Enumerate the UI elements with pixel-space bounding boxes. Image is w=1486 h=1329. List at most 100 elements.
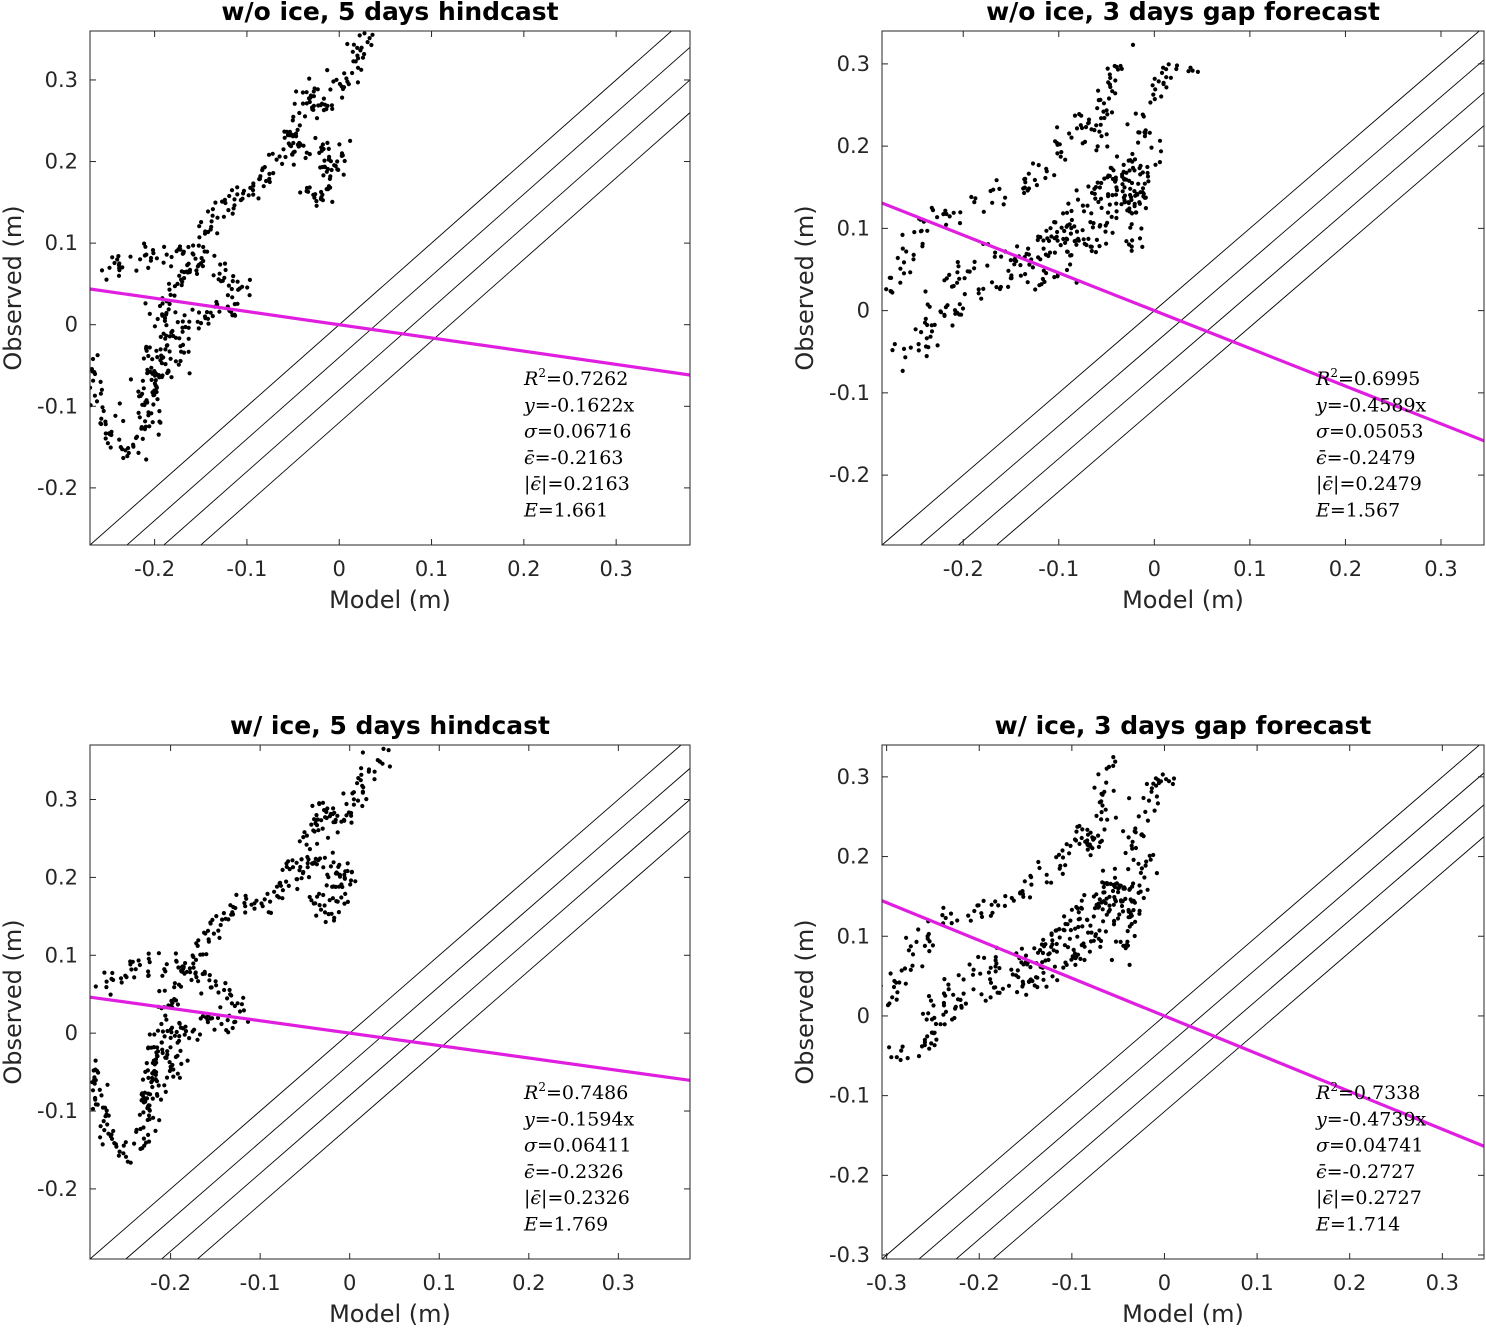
scatter-point xyxy=(143,301,148,306)
scatter-point xyxy=(147,1108,152,1113)
scatter-point xyxy=(1006,284,1011,289)
scatter-point xyxy=(280,867,285,873)
scatter-point xyxy=(314,813,319,818)
scatter-point xyxy=(218,922,223,928)
scatter-point xyxy=(158,347,163,352)
stat-value: =-0.1594x xyxy=(535,1108,635,1130)
scatter-point xyxy=(351,797,356,802)
scatter-point xyxy=(230,279,235,284)
scatter-point xyxy=(169,330,174,335)
scatter-point xyxy=(223,200,228,206)
scatter-point xyxy=(887,275,892,280)
scatter-point xyxy=(211,273,216,278)
scatter-point xyxy=(154,1079,160,1084)
scatter-point xyxy=(216,990,221,995)
scatter-point xyxy=(994,961,999,966)
scatter-point xyxy=(999,254,1004,259)
scatter-point xyxy=(198,952,203,957)
scatter-point xyxy=(901,346,907,351)
stat-value: =0.7262 xyxy=(546,368,628,390)
scatter-point xyxy=(925,322,930,328)
scatter-point xyxy=(172,985,177,990)
scatter-point xyxy=(160,1029,165,1034)
scatter-point xyxy=(151,1069,156,1074)
stat-value: =0.05053 xyxy=(1329,421,1424,443)
scatter-point xyxy=(141,1125,146,1130)
scatter-point xyxy=(898,1057,903,1063)
reference-line-1 xyxy=(90,745,682,1259)
scatter-point xyxy=(97,1087,102,1092)
reference-line-1 xyxy=(882,31,1480,545)
scatter-point xyxy=(1115,916,1121,921)
scatter-point xyxy=(1113,91,1118,96)
scatter-point xyxy=(197,224,202,229)
scatter-point xyxy=(156,432,161,437)
scatter-point xyxy=(1166,779,1172,784)
scatter-point xyxy=(144,348,149,353)
scatter-point xyxy=(202,249,207,254)
scatter-point xyxy=(991,985,997,990)
scatter-point xyxy=(1049,234,1054,239)
scatter-point xyxy=(1129,244,1134,249)
scatter-point xyxy=(976,287,981,292)
x-tick-label: 0.3 xyxy=(599,557,632,581)
scatter-point xyxy=(299,857,304,862)
scatter-point xyxy=(1097,185,1102,190)
scatter-point xyxy=(341,817,347,822)
scatter-point xyxy=(213,979,218,984)
scatter-point xyxy=(979,914,985,920)
scatter-point xyxy=(916,342,921,347)
scatter-point xyxy=(1161,80,1166,85)
scatter-point xyxy=(1129,211,1135,216)
scatter-point xyxy=(1074,126,1080,131)
scatter-point xyxy=(324,187,329,192)
scatter-point xyxy=(193,971,198,976)
scatter-point xyxy=(329,911,334,916)
scatter-point xyxy=(143,244,148,249)
scatter-point xyxy=(1170,781,1175,787)
scatter-point xyxy=(355,65,361,70)
scatter-point xyxy=(314,116,320,121)
scatter-point xyxy=(1127,796,1132,801)
scatter-point xyxy=(1069,907,1074,912)
scatter-point xyxy=(1118,63,1123,69)
reference-line-2 xyxy=(918,772,1484,1259)
scatter-point xyxy=(1074,829,1079,834)
scatter-point xyxy=(1086,930,1091,935)
scatter-point xyxy=(1103,807,1108,812)
scatter-point xyxy=(1153,776,1158,781)
scatter-point xyxy=(1054,941,1059,947)
scatter-point xyxy=(140,1091,145,1096)
scatter-point xyxy=(290,152,295,157)
scatter-point xyxy=(145,371,150,376)
scatter-point xyxy=(305,854,310,860)
scatter-point xyxy=(141,386,146,391)
scatter-point xyxy=(322,855,327,860)
scatter-point xyxy=(901,260,907,265)
scatter-point xyxy=(1082,893,1087,898)
scatter-point xyxy=(1114,154,1120,159)
scatter-point xyxy=(314,823,320,828)
scatter-point xyxy=(961,977,966,982)
scatter-point xyxy=(230,313,235,318)
scatter-point xyxy=(1130,238,1135,243)
scatter-point xyxy=(1101,101,1107,106)
scatter-point xyxy=(1037,865,1042,871)
scatter-point xyxy=(1108,165,1113,170)
scatter-point xyxy=(1077,112,1082,117)
scatter-point xyxy=(1078,956,1083,962)
scatter-point xyxy=(1035,975,1040,980)
scatter-point xyxy=(1076,236,1081,241)
scatter-point xyxy=(1079,906,1084,911)
scatter-point xyxy=(1126,907,1131,913)
scatter-point xyxy=(968,918,973,923)
scatter-point xyxy=(1110,230,1115,235)
scatter-point xyxy=(163,336,168,341)
scatter-point xyxy=(1061,927,1066,933)
scatter-point xyxy=(1152,76,1157,81)
scatter-point xyxy=(84,367,88,371)
scatter-point xyxy=(194,268,199,273)
scatter-point xyxy=(963,1001,969,1006)
scatter-point xyxy=(1079,898,1084,903)
